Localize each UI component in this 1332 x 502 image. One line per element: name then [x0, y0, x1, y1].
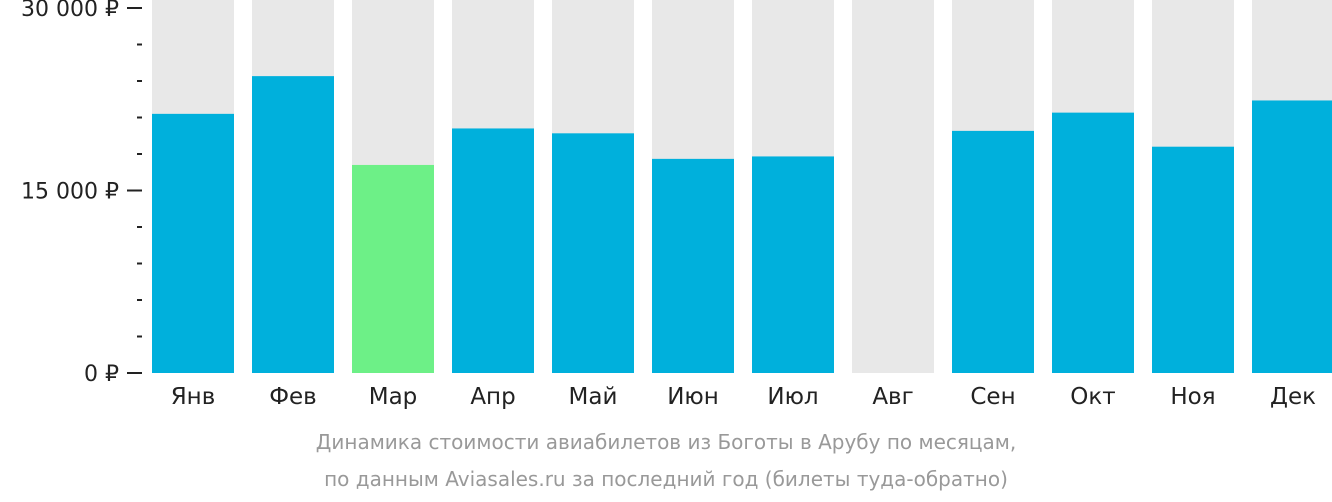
x-tick-label: Апр [470, 384, 515, 410]
bar-background [852, 0, 934, 373]
bar [452, 128, 534, 373]
x-tick-label: Янв [171, 384, 216, 410]
y-tick-label: 30 000 ₽ [21, 0, 119, 22]
x-tick-label: Мар [369, 384, 418, 410]
bar [752, 156, 834, 373]
x-tick-label: Сен [970, 384, 1015, 410]
chart-canvas: 0 ₽ 15 000 ₽ 30 000 ₽ Янв Фев Мар Апр Май Июн Июл… [21, 0, 1332, 410]
bar [1252, 100, 1332, 373]
y-tick-label: 15 000 ₽ [21, 180, 119, 205]
x-tick-label: Май [569, 384, 618, 410]
bar [1052, 112, 1134, 373]
x-tick-label: Фев [269, 384, 317, 410]
bar [252, 76, 334, 373]
chart-caption-line-2: по данным Aviasales.ru за последний год … [324, 467, 1008, 491]
bar [152, 113, 234, 373]
x-tick-label: Авг [872, 384, 913, 410]
x-tick-label: Июн [667, 384, 719, 410]
bar [1152, 146, 1234, 373]
bar [552, 133, 634, 373]
chart-caption-line-1: Динамика стоимости авиабилетов из Боготы… [315, 430, 1017, 454]
bar [652, 158, 734, 373]
bar [352, 164, 434, 373]
x-tick-label: Июл [767, 384, 818, 410]
x-tick-label: Ноя [1170, 384, 1215, 410]
bar [952, 130, 1034, 373]
x-tick-label: Дек [1270, 384, 1316, 410]
y-tick-label: 0 ₽ [84, 362, 119, 387]
x-tick-label: Окт [1070, 384, 1115, 410]
